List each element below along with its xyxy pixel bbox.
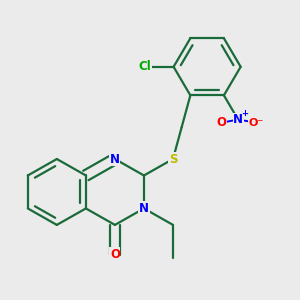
Text: N: N [233, 113, 243, 126]
Text: O⁻: O⁻ [248, 118, 264, 128]
Text: Cl: Cl [139, 60, 152, 73]
Text: S: S [169, 152, 177, 166]
Text: O: O [217, 116, 226, 129]
Text: N: N [110, 152, 120, 166]
Text: O: O [110, 248, 120, 261]
Text: N: N [139, 202, 149, 215]
Text: +: + [241, 109, 248, 118]
